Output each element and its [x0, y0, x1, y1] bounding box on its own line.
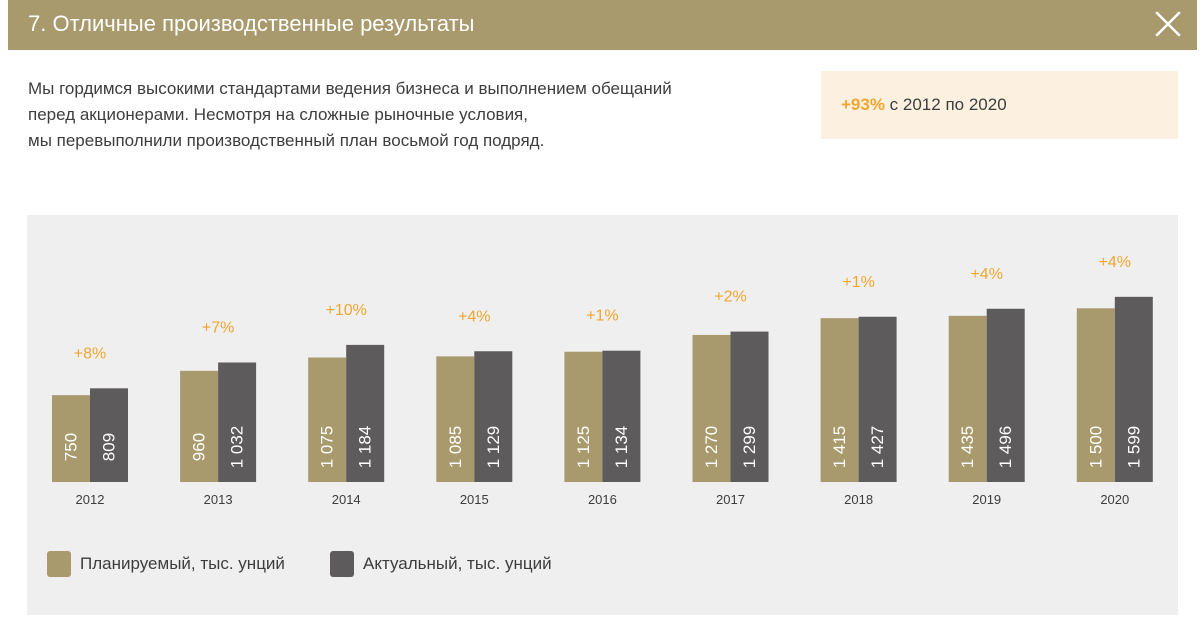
growth-annotation: +1% [842, 274, 874, 291]
intro-text: Мы гордимся высокими стандартами ведения… [28, 76, 798, 154]
x-tick-label: 2017 [716, 492, 745, 507]
header-bar: 7. Отличные производственные результаты [8, 0, 1197, 50]
bar-value-label-planned: 1 415 [830, 426, 849, 469]
bar-value-label-actual: 1 184 [356, 426, 375, 469]
bar-value-label-actual: 1 129 [484, 426, 503, 469]
bar-value-label-actual: 1 134 [612, 426, 631, 469]
bar-value-label-planned: 750 [62, 433, 81, 461]
bar-value-label-actual: 1 496 [996, 426, 1015, 469]
bar-chart: 750 809 +8% 2012 960 1 032 +7% 2013 1 075 1 184 +1… [52, 254, 1153, 507]
growth-annotation: +1% [586, 308, 618, 325]
bar-value-label-planned: 1 270 [702, 426, 721, 469]
bar-value-label-planned: 1 075 [318, 426, 337, 469]
bar-actual [602, 350, 641, 482]
x-tick-label: 2018 [844, 492, 873, 507]
bar-actual [858, 316, 897, 482]
growth-annotation: +2% [714, 289, 746, 306]
bar-planned [52, 395, 90, 482]
bar-value-label-planned: 1 435 [958, 426, 977, 469]
bar-value-label-planned: 1 125 [574, 426, 593, 469]
bar-value-label-actual: 1 299 [740, 426, 759, 469]
close-icon [1155, 11, 1181, 37]
bar-actual [474, 351, 513, 482]
legend-label-actual: Актуальный, тыс. унций [363, 554, 552, 573]
growth-annotation: +4% [970, 266, 1002, 283]
bar-actual [218, 362, 257, 482]
legend-label-planned: Планируемый, тыс. унций [80, 554, 285, 573]
close-button[interactable] [1153, 9, 1183, 39]
growth-annotation: +10% [326, 302, 367, 319]
bar-value-label-actual: 1 427 [868, 426, 887, 469]
page-title: 7. Отличные производственные результаты [28, 11, 475, 36]
bar-actual [1114, 296, 1153, 482]
highlight-text: +93% с 2012 по 2020 [841, 95, 1007, 115]
intro-line: мы перевыполнили производственный план в… [28, 131, 545, 150]
growth-annotation: +4% [458, 308, 490, 325]
legend-swatch-planned [47, 551, 71, 577]
highlight-value: +93% [841, 95, 885, 114]
growth-annotation: +8% [74, 345, 106, 362]
intro-line: перед акционерами. Несмотря на сложные р… [28, 105, 528, 124]
bar-value-label-planned: 1 085 [446, 426, 465, 469]
bar-planned [180, 370, 219, 482]
bar-value-label-planned: 1 500 [1086, 426, 1105, 469]
x-tick-label: 2015 [460, 492, 489, 507]
bar-value-label-actual: 809 [100, 433, 119, 461]
bar-value-label-actual: 1 032 [228, 426, 247, 469]
growth-annotation: +7% [202, 319, 234, 336]
bar-planned [948, 315, 987, 482]
x-tick-label: 2014 [332, 492, 361, 507]
bar-value-label-actual: 1 599 [1124, 426, 1143, 469]
bar-planned [820, 318, 859, 482]
chart-panel: 750 809 +8% 2012 960 1 032 +7% 2013 1 075 1 184 +1… [27, 215, 1178, 615]
x-tick-label: 2019 [972, 492, 1001, 507]
bar-value-label-planned: 960 [190, 433, 209, 461]
bar-planned [564, 351, 603, 482]
highlight-caption: с 2012 по 2020 [884, 95, 1007, 114]
growth-annotation: +4% [1099, 254, 1131, 271]
bar-actual [986, 308, 1025, 482]
x-tick-label: 2016 [588, 492, 617, 507]
bar-planned [308, 357, 347, 482]
highlight-box: +93% с 2012 по 2020 [821, 71, 1178, 139]
bar-actual [346, 344, 385, 482]
bar-actual [730, 331, 769, 482]
bar-planned [436, 356, 475, 482]
legend-swatch-actual [330, 551, 354, 577]
bar-actual [90, 388, 128, 482]
intro-line: Мы гордимся высокими стандартами ведения… [28, 79, 672, 98]
bar-planned [692, 334, 731, 482]
bar-planned [1076, 308, 1115, 482]
x-tick-label: 2013 [204, 492, 233, 507]
x-tick-label: 2012 [76, 492, 105, 507]
x-tick-label: 2020 [1100, 492, 1129, 507]
